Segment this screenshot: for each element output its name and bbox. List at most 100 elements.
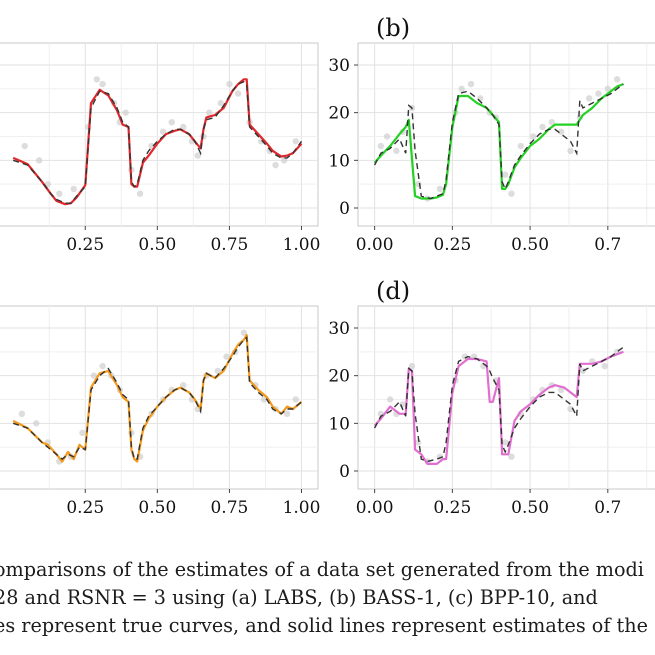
data-point (283, 410, 291, 417)
data-point (35, 157, 43, 164)
data-point (260, 396, 268, 403)
data-point (508, 190, 515, 197)
x-tick-label: 0.25 (433, 235, 471, 255)
x-tick-label: 0.50 (511, 498, 549, 518)
y-tick-label: 10 (328, 151, 350, 171)
data-point (595, 90, 602, 97)
data-point (393, 147, 400, 154)
data-point (604, 85, 612, 93)
caption-line-1: omparisons of the estimates of a data se… (0, 558, 644, 581)
data-point (281, 157, 288, 164)
true-curve-line (12, 336, 302, 461)
data-point (613, 76, 621, 83)
data-point (159, 128, 167, 135)
data-point (436, 185, 444, 193)
data-point (56, 190, 63, 197)
data-point (240, 329, 248, 336)
data-point (557, 128, 565, 135)
data-point (214, 367, 222, 375)
panel-a: 0.25 0.50 0.75 1.00 (0, 42, 321, 255)
data-point (517, 142, 524, 150)
data-point (79, 429, 86, 437)
data-point (99, 362, 106, 370)
x-tick-label: 0.00 (356, 235, 394, 255)
data-point (557, 386, 565, 394)
data-point (226, 80, 233, 88)
data-point (539, 123, 546, 131)
data-point (168, 119, 175, 126)
x-tick-label: 0.50 (138, 498, 176, 518)
data-point (223, 353, 230, 360)
data-point (206, 109, 213, 116)
x-tick-label: 1.00 (283, 235, 321, 255)
y-tick-label: 20 (328, 104, 350, 124)
x-tick-label: 0.25 (66, 235, 104, 255)
data-point (122, 109, 129, 116)
plot-area (0, 42, 319, 227)
data-point (567, 405, 574, 413)
plot-area (357, 305, 655, 490)
data-point (292, 138, 299, 145)
data-point (234, 90, 242, 97)
data-point (21, 142, 28, 150)
panel-c: 0.25 0.50 0.75 1.00 (0, 305, 321, 518)
estimate-line (12, 78, 303, 206)
data-point (414, 439, 422, 446)
true-curve-line (12, 80, 303, 204)
figure-caption: omparisons of the estimates of a data se… (0, 556, 655, 640)
x-tick-label: 0.50 (138, 235, 176, 255)
data-point (386, 396, 394, 403)
data-point (93, 76, 101, 83)
figure-panels: 0.25 0.50 0.75 1.00 0.00 0.25 0.50 0.7 0 10 20 30 (b… (0, 14, 655, 518)
data-point (90, 372, 98, 379)
y-tick-label: 30 (328, 319, 350, 339)
data-point (383, 133, 391, 140)
panel-label: (b) (376, 14, 410, 42)
data-point (194, 152, 201, 159)
y-tick-label: 30 (328, 56, 350, 76)
x-tick-label: 0.7 (594, 498, 621, 518)
data-point (399, 401, 406, 408)
x-tick-label: 0.25 (66, 498, 104, 518)
x-tick-label: 0.75 (210, 498, 248, 518)
y-tick-label: 0 (339, 199, 350, 219)
true-curve-line (373, 83, 624, 200)
panel-d: 0.00 0.25 0.50 0.7 0 10 20 30 (d) (328, 277, 655, 518)
data-point (502, 439, 509, 446)
caption-line-3: es represent true curves, and solid line… (0, 614, 648, 637)
x-tick-label: 0.00 (356, 498, 394, 518)
data-point (99, 80, 106, 88)
data-point (601, 362, 608, 370)
data-point (217, 99, 224, 107)
panel-label: (d) (376, 277, 410, 305)
data-point (136, 190, 144, 197)
data-point (180, 123, 187, 131)
data-point (180, 382, 187, 389)
data-point (502, 171, 509, 178)
plot-area (0, 305, 319, 490)
data-point (567, 147, 574, 154)
data-point (529, 133, 537, 140)
data-point (33, 420, 40, 427)
y-tick-label: 10 (328, 414, 350, 434)
data-point (467, 80, 475, 88)
x-tick-label: 0.50 (511, 235, 549, 255)
true-curve-line (373, 346, 624, 463)
data-point (272, 161, 279, 169)
panel-b: 0.00 0.25 0.50 0.7 0 10 20 30 (b) (328, 14, 655, 255)
data-point (18, 410, 26, 417)
data-point (461, 353, 468, 360)
data-point (579, 367, 587, 375)
x-tick-label: 0.75 (210, 235, 248, 255)
data-point (292, 396, 299, 403)
x-tick-label: 0.25 (433, 498, 471, 518)
caption-line-2: 28 and RSNR = 3 using (a) LABS, (b) BASS… (0, 586, 598, 609)
data-point (508, 453, 515, 460)
y-tick-label: 20 (328, 367, 350, 387)
x-tick-label: 1.00 (283, 498, 321, 518)
data-point (70, 185, 77, 193)
data-point (585, 95, 593, 102)
data-point (377, 142, 385, 150)
data-point (458, 85, 465, 93)
y-tick-label: 0 (339, 462, 350, 482)
